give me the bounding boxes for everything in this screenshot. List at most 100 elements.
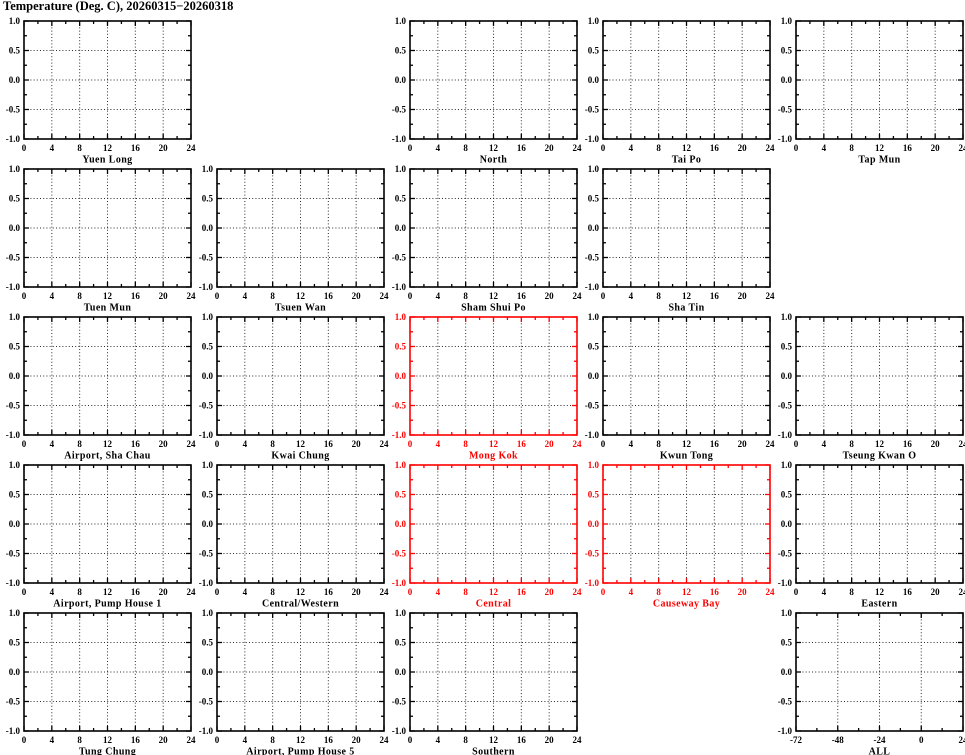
y-tick-label: 1.0 [395,608,407,618]
y-tick-label: -1.0 [585,430,600,440]
panel-title: Airport, Sha Chau [64,451,151,462]
panel-tuen-mun: 1.0 0.5 0.0 -0.5 -1.0 0 4 8 12 16 20 24 Tuen Mun [0,156,196,314]
y-tick-label: 1.0 [781,312,793,322]
panel-chart: 1.0 0.5 0.0 -0.5 -1.00 4 8 12 16 20 24 Tseung Kwan … [778,312,965,462]
page-title: Temperature (Deg. C), 20260315−20260318 [3,0,234,13]
x-tick-label: 0 [22,587,27,597]
plot-frame [216,316,385,436]
x-tick-label: 16 [131,735,141,745]
y-tick-label: 0.0 [588,519,600,529]
x-tick-label: 24 [187,143,197,153]
gridlines [796,465,963,583]
y-tick-label: -0.5 [392,105,407,115]
x-tick-label: 24 [187,587,197,597]
plot-frame [409,612,578,732]
y-tick-label: -1.0 [199,282,214,292]
gridlines [603,317,770,435]
gridlines [796,613,963,731]
y-tick-label: 0.5 [9,194,21,204]
panel-chart: 1.0 0.5 0.0 -0.5 -1.00 4 8 12 16 20 24 Tap Mun [778,16,965,166]
panel-title: Tai Po [672,155,702,166]
panel-eastern: 1.0 0.5 0.0 -0.5 -1.00 4 8 12 16 20 24 Eastern [772,452,965,610]
x-tick-label: -24 [874,735,886,745]
x-tick-label: 20 [545,587,555,597]
axis-labels: 1.0 0.5 0.0 -0.5 -1.00 4 8 12 16 20 24 Tuen Mun [6,164,196,314]
x-tick-label: 12 [296,439,306,449]
y-tick-label: 1.0 [588,164,600,174]
y-tick-label: 1.0 [9,164,21,174]
x-tick-label: 0 [601,587,606,597]
y-tick-label: 1.0 [395,312,407,322]
y-tick-label: -1.0 [199,726,214,736]
gridlines [24,465,191,583]
x-tick-label: 8 [463,439,468,449]
y-tick-label: -1.0 [392,134,407,144]
y-tick-label: 0.5 [9,342,21,352]
x-tick-label: 4 [50,587,55,597]
y-tick-label: 0.5 [781,490,793,500]
y-tick-label: 0.0 [202,371,214,381]
y-tick-label: 0.0 [395,519,407,529]
axis-labels: 1.0 0.5 0.0 -0.5 -1.00 4 8 12 16 20 24 Central/West… [199,460,389,610]
x-tick-label: 8 [656,291,661,301]
x-tick-label: 8 [270,291,275,301]
y-tick-label: -1.0 [6,578,21,588]
y-tick-label: 0.5 [395,46,407,56]
x-tick-label: 4 [436,735,441,745]
x-tick-label: 8 [77,143,82,153]
x-tick-label: 0 [408,439,413,449]
panel-chart: 1.0 0.5 0.0 -0.5 -1.00 4 8 12 16 20 24 North [392,16,582,166]
x-tick-label: 12 [875,439,885,449]
plot-frame [23,464,192,584]
y-tick-label: 0.0 [588,371,600,381]
x-tick-label: 16 [324,291,334,301]
x-tick-label: 12 [489,735,499,745]
plot-frame [795,464,964,584]
x-tick-label: 4 [822,439,827,449]
y-tick-label: -0.5 [585,105,600,115]
x-tick-label: 24 [766,143,776,153]
y-tick-label: -0.5 [778,105,793,115]
y-tick-label: 0.5 [9,490,21,500]
y-tick-label: -0.5 [6,253,21,263]
y-tick-label: 1.0 [395,16,407,26]
y-tick-label: 0.5 [588,490,600,500]
x-tick-label: 12 [489,143,499,153]
panel-all: 1.0 0.5 0.0 -0.5 -1.0-72 -48 -24 0 24 ALL [772,600,965,755]
y-tick-label: -1.0 [778,578,793,588]
x-tick-label: 0 [408,291,413,301]
x-tick-label: 24 [573,143,583,153]
x-tick-label: 0 [601,439,606,449]
x-tick-label: 12 [682,587,692,597]
x-tick-label: 12 [296,291,306,301]
axis-labels: 1.0 0.5 0.0 -0.5 -1.00 4 8 12 16 20 24 Airport, Pum… [6,460,196,610]
y-tick-label: 0.5 [588,342,600,352]
y-tick-label: 0.5 [395,194,407,204]
x-tick-label: 12 [103,143,113,153]
gridlines [410,317,577,435]
panel-chart: 1.0 0.5 0.0 -0.5 -1.00 4 8 12 16 20 24 Sham Shui Po [392,164,582,314]
x-tick-label: 20 [159,291,169,301]
y-tick-label: -0.5 [585,253,600,263]
y-tick-label: -1.0 [6,430,21,440]
panel-airport-pump-house-5: 1.0 0.5 0.0 -0.5 -1.0 0 4 8 12 16 20 24 Airport, Pum… [193,600,389,755]
x-tick-label: 20 [931,587,941,597]
panel-title: Yuen Long [82,155,132,166]
x-tick-label: 24 [959,587,965,597]
y-tick-label: -0.5 [6,697,21,707]
panel-title: Kwai Chung [271,451,329,462]
x-tick-label: 12 [875,143,885,153]
y-tick-label: 1.0 [395,164,407,174]
x-tick-label: 20 [738,587,748,597]
y-tick-label: 1.0 [202,312,214,322]
panel-chart: 1.0 0.5 0.0 -0.5 -1.00 4 8 12 16 20 24 Mong Kok [392,312,582,462]
x-tick-label: 8 [77,735,82,745]
panel-chart: 1.0 0.5 0.0 -0.5 -1.00 4 8 12 16 20 24 Airport, Pum… [6,460,196,610]
axis-labels: 1.0 0.5 0.0 -0.5 -1.00 4 8 12 16 20 24 Southern [392,608,582,755]
axis-labels: 1.0 0.5 0.0 -0.5 -1.00 4 8 12 16 20 24 Eastern [778,460,965,610]
panel-chart: 1.0 0.5 0.0 -0.5 -1.00 4 8 12 16 20 24 Central [392,460,582,610]
x-tick-label: 20 [738,291,748,301]
axis-labels: 1.0 0.5 0.0 -0.5 -1.00 4 8 12 16 20 24 Airport, Sha… [6,312,196,462]
x-tick-label: 0 [22,735,27,745]
panel-chart: 1.0 0.5 0.0 -0.5 -1.00 4 8 12 16 20 24 Causeway Bay [585,460,775,610]
